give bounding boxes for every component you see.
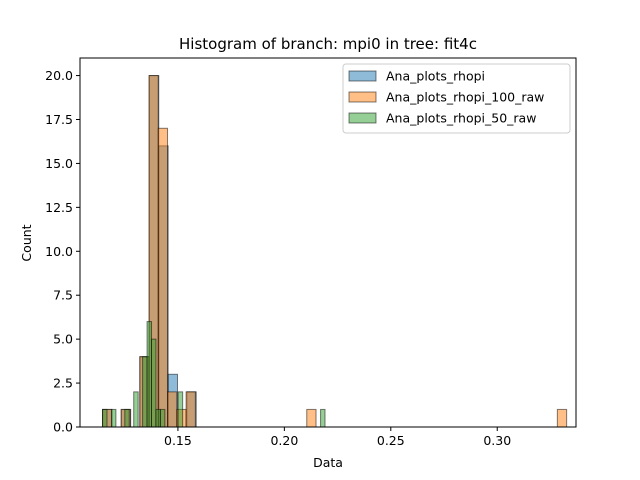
y-axis-label: Count bbox=[19, 224, 34, 261]
plot-frame bbox=[79, 57, 577, 428]
x-tick-label: 0.20 bbox=[270, 433, 298, 448]
x-tick-label: 0.30 bbox=[483, 433, 511, 448]
legend-label: Ana_plots_rhopi_100_raw bbox=[386, 90, 544, 105]
histogram-bar bbox=[110, 408, 117, 428]
x-tick-label: 0.15 bbox=[164, 433, 192, 448]
histogram-bar bbox=[124, 408, 130, 428]
y-tick-label: 20.0 bbox=[45, 68, 73, 83]
axes-layer: 0.15 0.20 0.25 0.30 0.0 2.5 5.0 7.5 10.0 12.5 15.0… bbox=[45, 57, 577, 448]
y-tick-label: 15.0 bbox=[45, 156, 73, 171]
histogram-bar bbox=[151, 338, 157, 428]
histogram-bar bbox=[157, 127, 169, 428]
y-tick-label: 2.5 bbox=[53, 376, 73, 391]
histogram-bar bbox=[185, 391, 196, 428]
y-tick-label: 10.0 bbox=[45, 244, 73, 259]
x-axis-label: Data bbox=[313, 455, 343, 470]
y-tick-label: 5.0 bbox=[53, 332, 73, 347]
legend-swatch bbox=[348, 91, 377, 103]
legend-label: Ana_plots_rhopi_50_raw bbox=[386, 111, 536, 126]
y-tick-label: 17.5 bbox=[45, 112, 73, 127]
legend-swatch bbox=[348, 70, 377, 82]
legend-item: Ana_plots_rhopi_50_raw bbox=[348, 111, 536, 126]
legend-item: Ana_plots_rhopi_100_raw bbox=[348, 90, 544, 105]
histogram-bar bbox=[133, 391, 139, 428]
y-tick-label: 12.5 bbox=[45, 200, 73, 215]
legend-item: Ana_plots_rhopi bbox=[348, 69, 485, 84]
histogram-bar bbox=[556, 408, 568, 428]
histogram-bar bbox=[102, 408, 108, 428]
histogram-bar bbox=[155, 408, 161, 428]
histogram-bar bbox=[320, 408, 326, 428]
histogram-bar bbox=[177, 391, 184, 428]
legend-swatch bbox=[348, 112, 377, 124]
legend-box bbox=[342, 63, 571, 134]
legend-label: Ana_plots_rhopi bbox=[386, 69, 485, 84]
histogram-bar bbox=[306, 408, 317, 428]
histogram-bar bbox=[146, 321, 153, 428]
legend: Ana_plots_rhopi Ana_plots_rhopi_100_raw An… bbox=[342, 63, 571, 134]
x-tick-label: 0.25 bbox=[377, 433, 405, 448]
chart-title: Histogram of branch: mpi0 in tree: fit4c bbox=[179, 35, 477, 53]
y-tick-label: 7.5 bbox=[53, 288, 73, 303]
y-tick-label: 0.0 bbox=[53, 420, 73, 435]
histogram-bar bbox=[142, 356, 148, 428]
histogram-bar bbox=[159, 408, 166, 428]
histogram-bar bbox=[167, 391, 178, 428]
